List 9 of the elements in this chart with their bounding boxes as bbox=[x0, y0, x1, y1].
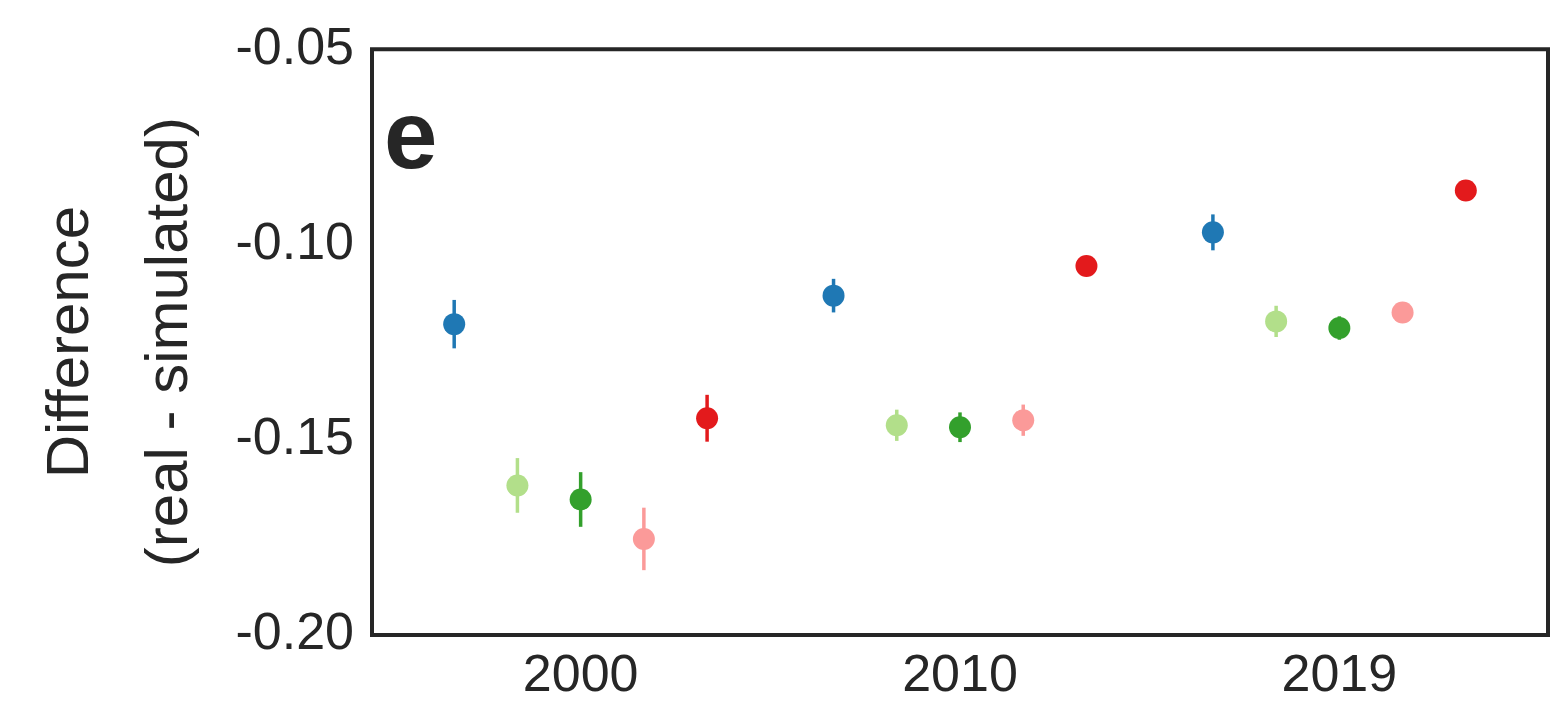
x-tick-label: 2010 bbox=[902, 643, 1018, 702]
x-tick-label: 2000 bbox=[522, 643, 639, 702]
y-tick-label: -0.15 bbox=[235, 407, 354, 466]
y-tick-label: -0.05 bbox=[235, 16, 354, 75]
x-tick-label: 2019 bbox=[1281, 643, 1398, 702]
annotation: e bbox=[384, 80, 438, 188]
y-tick-label: -0.10 bbox=[235, 211, 354, 270]
y-tick-label: -0.20 bbox=[235, 602, 354, 661]
y-axis-title: Difference (real - simulated) bbox=[34, 117, 201, 568]
